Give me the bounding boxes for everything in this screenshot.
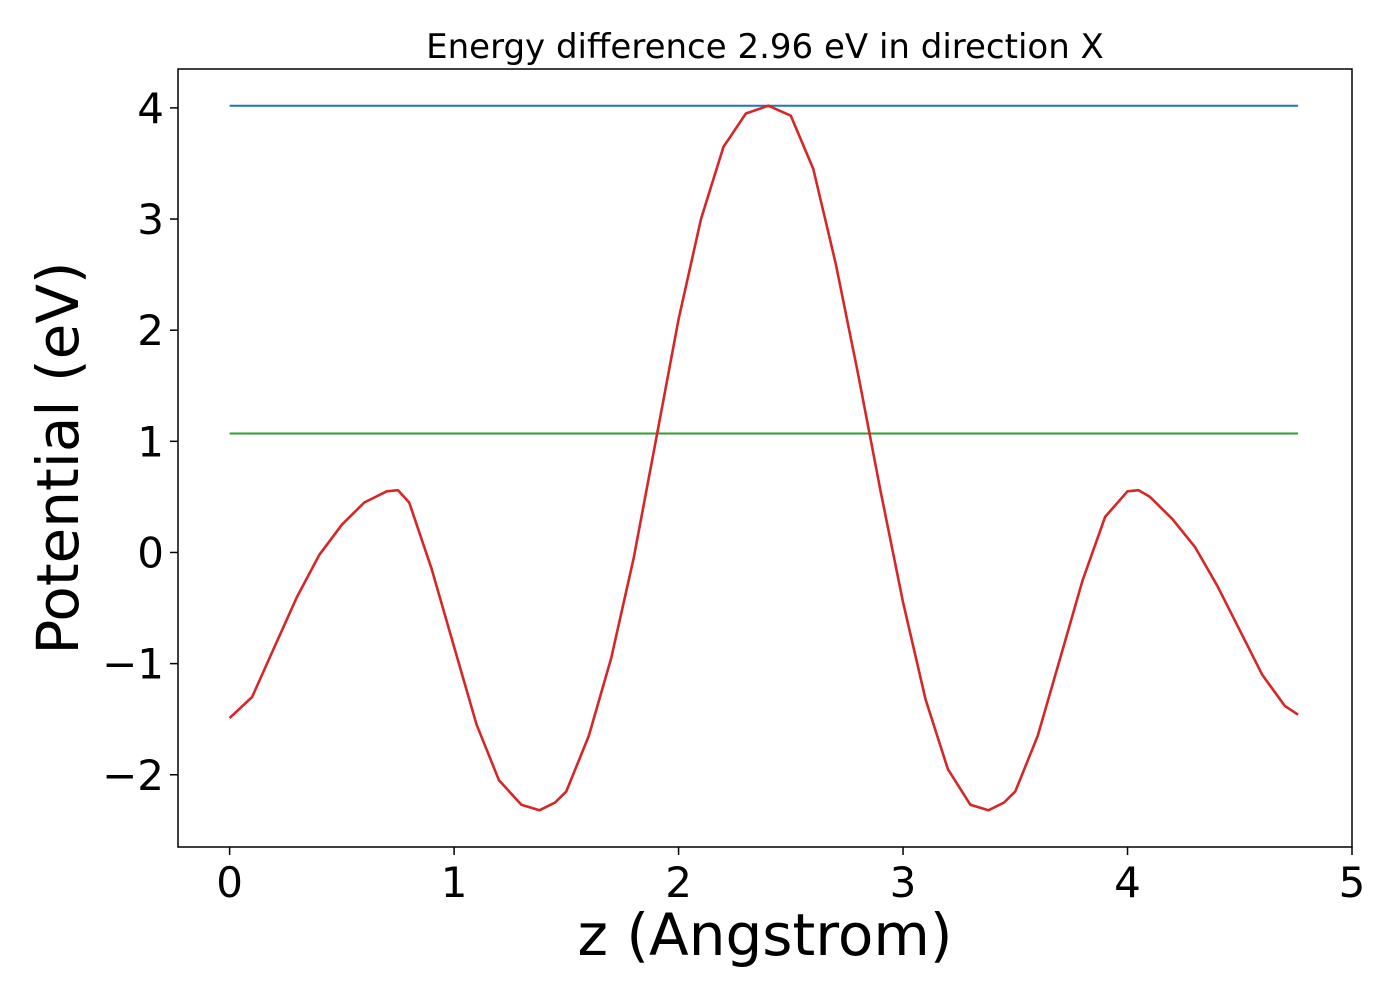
y-tick-label: 0 [137, 528, 164, 577]
y-tick-label: 4 [137, 84, 164, 133]
y-tick-label: −1 [102, 640, 164, 689]
y-tick-label: −2 [102, 751, 164, 800]
y-tick-label: 2 [137, 306, 164, 355]
plot-area [228, 104, 1299, 812]
series-line-0 [228, 104, 1299, 812]
y-axis: −2 −1 0 1 2 3 4 [102, 84, 178, 800]
x-tick-label: 0 [216, 858, 243, 907]
y-axis-title: Potential (eV) [24, 261, 92, 654]
y-tick-label: 1 [137, 417, 164, 466]
chart-title: Energy difference 2.96 eV in direction X [426, 27, 1104, 67]
y-tick-label: 3 [137, 195, 164, 244]
x-tick-label: 5 [1339, 858, 1366, 907]
plot-frame [177, 68, 1353, 848]
x-tick-label: 1 [441, 858, 468, 907]
x-axis-title: z (Angstrom) [578, 901, 953, 969]
x-tick-label: 3 [890, 858, 917, 907]
x-tick-label: 4 [1114, 858, 1141, 907]
x-tick-label: 2 [665, 858, 692, 907]
x-axis: 0 1 2 3 4 5 [216, 847, 1365, 907]
